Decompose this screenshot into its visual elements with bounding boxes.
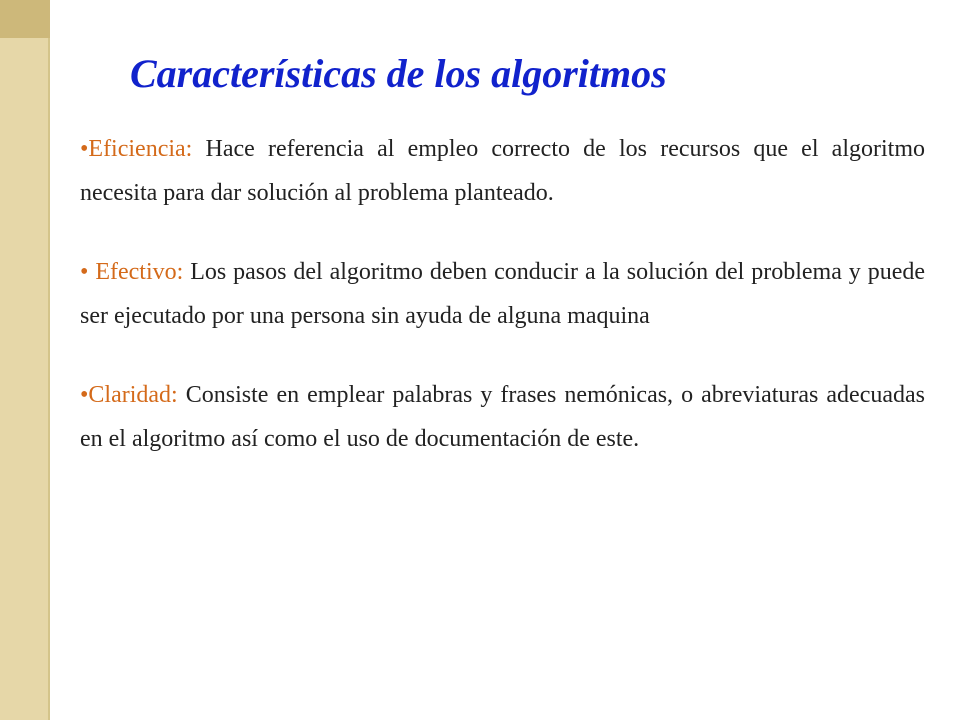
- body-text: •Eficiencia: Hace referencia al empleo c…: [55, 127, 960, 461]
- sidebar-decoration: [0, 0, 50, 720]
- desc-claridad: Consiste en emplear palabras y frases ne…: [80, 382, 925, 452]
- desc-eficiencia: Hace referencia al empleo correcto de lo…: [80, 136, 925, 206]
- bullet: •: [80, 259, 95, 285]
- sidebar-top-block: [0, 0, 50, 38]
- content-area: Características de los algoritmos •Efici…: [55, 0, 960, 720]
- item-efectivo: • Efectivo: Los pasos del algoritmo debe…: [80, 250, 925, 339]
- item-eficiencia: •Eficiencia: Hace referencia al empleo c…: [80, 127, 925, 216]
- item-claridad: •Claridad: Consiste en emplear palabras …: [80, 373, 925, 462]
- term-efectivo: Efectivo: [95, 259, 176, 285]
- desc-efectivo: Los pasos del algoritmo deben conducir a…: [80, 259, 925, 329]
- term-eficiencia: Eficiencia: [88, 136, 185, 162]
- term-claridad: Claridad:: [88, 382, 177, 408]
- page-title: Características de los algoritmos: [130, 50, 960, 97]
